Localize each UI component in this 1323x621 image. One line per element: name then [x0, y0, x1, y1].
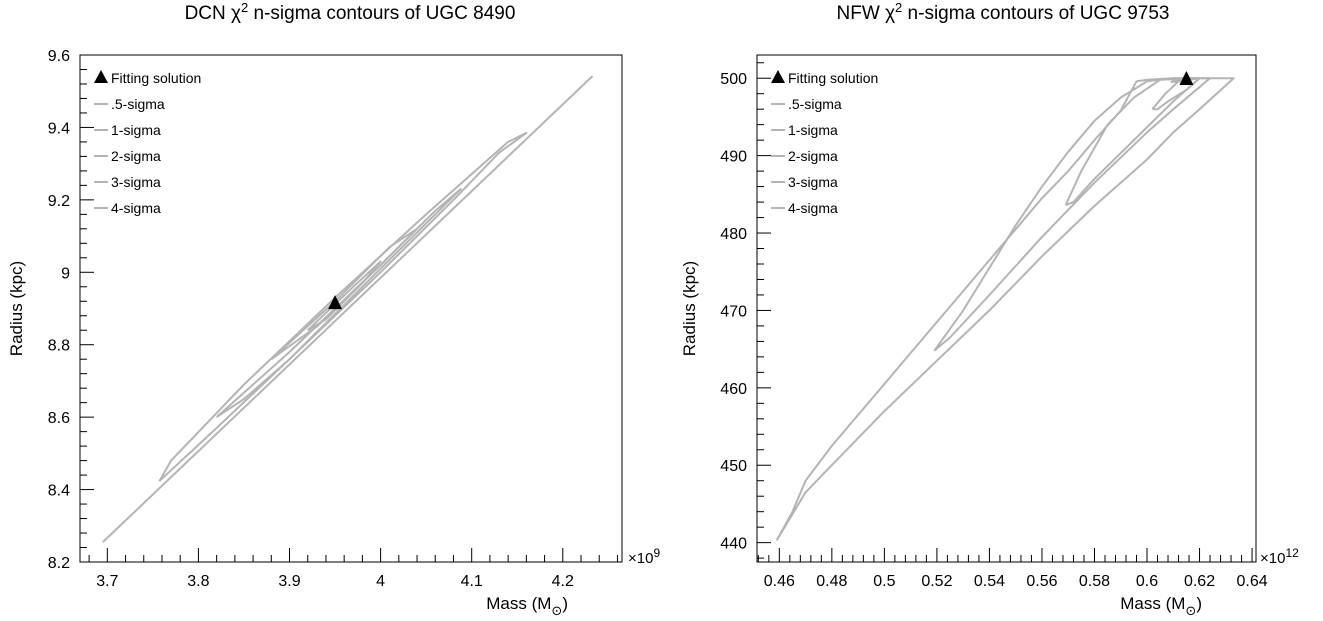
x-multiplier-label: ×109 — [628, 546, 660, 567]
contour-1-sigma — [270, 227, 418, 361]
plot-frame — [756, 54, 1257, 563]
contour-half-5-sigma — [1170, 77, 1198, 84]
x-axis-label: Mass (M⊙) — [486, 594, 568, 618]
chart-title-suffix: n-sigma contours of UGC 9753 — [902, 3, 1169, 24]
y-tick-label: 440 — [720, 536, 747, 553]
x-multiplier-label: ×1012 — [1260, 546, 1299, 567]
contour-1-sigma — [1151, 77, 1201, 111]
y-tick-label: 8.8 — [48, 338, 70, 355]
y-tick-label: 500 — [720, 71, 747, 88]
x-axis-label-close: ) — [1196, 594, 1202, 613]
legend-label: Fitting solution — [111, 70, 201, 86]
legend-label: .5-sigma — [788, 96, 842, 112]
x-tick-label: 0.5 — [873, 573, 895, 590]
x-axis-label-main: Mass (M — [486, 594, 551, 613]
y-tick-label: 460 — [720, 381, 747, 398]
chart-title: DCN χ2 n-sigma contours of UGC 8490 — [185, 0, 516, 24]
x-tick-label: 0.48 — [816, 573, 847, 590]
x-tick-label: 4 — [376, 573, 385, 590]
legend-label: 1-sigma — [788, 122, 838, 138]
legend: Fitting solution .5-sigma 1-sigma 2-sigma 3-… — [94, 70, 201, 216]
contour-2-sigma — [1064, 77, 1201, 207]
legend-marker-triangle — [771, 70, 785, 83]
x-tick-label: 0.54 — [974, 573, 1005, 590]
legend-marker-triangle — [94, 70, 108, 83]
legend-label: 3-sigma — [788, 174, 838, 190]
chart-panel-2: NFW χ2 n-sigma contours of UGC 9753 0.46 0… — [680, 0, 1299, 618]
x-multiplier-base: ×10 — [1260, 550, 1285, 567]
contour-4-sigma — [775, 77, 1235, 541]
x-tick-label: 0.6 — [1136, 573, 1158, 590]
x-tick-label: 0.58 — [1079, 573, 1110, 590]
legend-label: 4-sigma — [111, 200, 161, 216]
x-multiplier-exponent: 9 — [653, 546, 660, 560]
chart-title-prefix: NFW χ — [837, 3, 896, 24]
chart-title: NFW χ2 n-sigma contours of UGC 9753 — [837, 0, 1170, 24]
y-tick-label: 9.4 — [48, 120, 70, 137]
y-tick-label: 9.6 — [48, 48, 70, 65]
legend-label: .5-sigma — [111, 96, 165, 112]
x-tick-label: 0.56 — [1026, 573, 1057, 590]
x-tick-label: 3.9 — [278, 573, 300, 590]
y-tick-label: 8.2 — [48, 555, 70, 572]
y-tick-label: 9.2 — [48, 193, 70, 210]
x-tick-label: 0.52 — [921, 573, 952, 590]
x-tick-label: 4.2 — [552, 573, 574, 590]
legend-label: Fitting solution — [788, 70, 878, 86]
y-tick-label: 490 — [720, 149, 747, 166]
x-axis-label-subscript: ⊙ — [1185, 603, 1196, 618]
legend-label: 4-sigma — [788, 200, 838, 216]
contour-4-sigma — [102, 75, 593, 543]
fitting-solution-marker — [328, 295, 343, 310]
x-tick-label: 0.64 — [1236, 573, 1267, 590]
x-axis-label-subscript: ⊙ — [551, 603, 562, 618]
y-tick-label: 9 — [61, 265, 70, 282]
x-tick-label: 3.8 — [187, 573, 209, 590]
y-tick-label: 480 — [720, 226, 747, 243]
x-tick-label: 0.46 — [764, 573, 795, 590]
x-axis-label-main: Mass (M — [1120, 594, 1185, 613]
x-axis-label-close: ) — [562, 594, 568, 613]
x-multiplier-exponent: 12 — [1285, 546, 1299, 560]
chart-title-suffix: n-sigma contours of UGC 8490 — [248, 3, 515, 24]
legend-label: 1-sigma — [111, 122, 161, 138]
x-axis-label: Mass (M⊙) — [1120, 594, 1202, 618]
x-tick-label: 3.7 — [96, 573, 118, 590]
plot-area — [775, 77, 1235, 541]
x-tick-label: 0.62 — [1184, 573, 1215, 590]
chart-title-superscript: 2 — [895, 0, 902, 15]
x-tick-label: 4.1 — [461, 573, 483, 590]
y-tick-label: 470 — [720, 303, 747, 320]
chart-title-superscript: 2 — [241, 0, 248, 15]
contour-3-sigma — [933, 77, 1211, 352]
y-axis-label: Radius (kpc) — [7, 261, 26, 356]
y-tick-label: 8.6 — [48, 410, 70, 427]
chart-panel-1: DCN χ2 n-sigma contours of UGC 8490 3.7 3.… — [7, 0, 660, 618]
chart-title-prefix: DCN χ — [185, 3, 241, 24]
contour-half-5-sigma — [307, 260, 382, 332]
plot-frame — [79, 54, 623, 563]
legend-label: 2-sigma — [788, 148, 838, 164]
y-tick-label: 8.4 — [48, 483, 70, 500]
legend: Fitting solution .5-sigma 1-sigma 2-sigma 3-… — [771, 70, 878, 216]
y-axis-label: Radius (kpc) — [680, 261, 699, 356]
plot-area — [102, 75, 593, 543]
legend-label: 3-sigma — [111, 174, 161, 190]
x-multiplier-base: ×10 — [628, 550, 653, 567]
y-tick-label: 450 — [720, 458, 747, 475]
legend-label: 2-sigma — [111, 148, 161, 164]
fitting-solution-marker — [1179, 70, 1194, 85]
